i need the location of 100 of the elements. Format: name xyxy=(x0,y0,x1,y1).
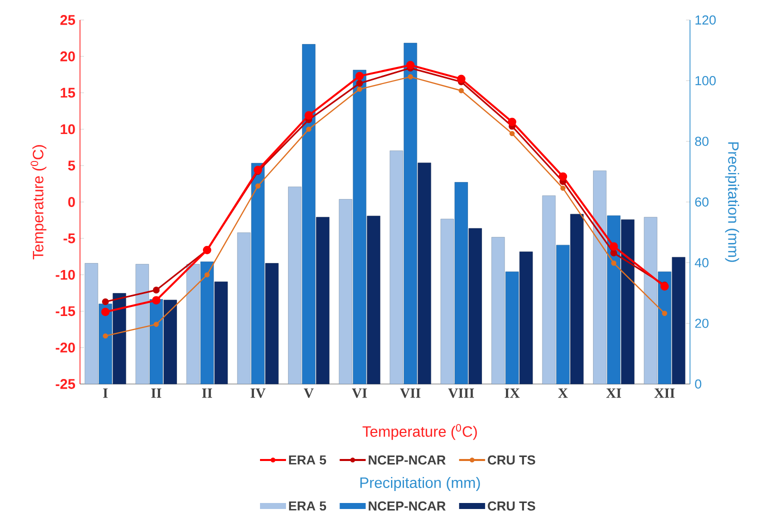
text: Precipitation (mm) xyxy=(360,477,480,491)
x-tick-label: II xyxy=(202,388,212,398)
point xyxy=(610,250,618,256)
point xyxy=(102,333,108,339)
bar xyxy=(644,217,658,384)
point xyxy=(662,310,668,316)
y-tick-label: -25 xyxy=(56,379,76,389)
bar xyxy=(418,162,432,384)
bar xyxy=(200,262,214,384)
bar xyxy=(404,42,418,384)
bar xyxy=(112,293,126,384)
bar xyxy=(150,299,163,384)
y-tick-label: 10 xyxy=(60,124,75,134)
x-tick-label: XII xyxy=(654,388,675,398)
x-tick-label: XI xyxy=(606,388,622,398)
point xyxy=(558,172,568,181)
legend-label: CRU TS xyxy=(488,501,536,511)
y-tick-label: 0 xyxy=(68,197,75,207)
point xyxy=(458,88,464,94)
y2-tick-label: 60 xyxy=(695,197,708,207)
x-tick-label: V xyxy=(304,388,314,398)
bar xyxy=(390,150,404,384)
bar xyxy=(338,199,352,384)
bar xyxy=(136,264,149,384)
point xyxy=(304,111,313,120)
x-tick-label: IX xyxy=(504,388,520,398)
y2-tick-label: 0 xyxy=(695,379,702,389)
point xyxy=(204,272,210,278)
bar xyxy=(468,228,482,384)
y2-axis-title: Precipitation (mm) xyxy=(725,142,740,262)
y2-tick-label: 40 xyxy=(694,258,708,268)
bar xyxy=(214,282,228,384)
bar xyxy=(454,182,468,384)
point xyxy=(660,282,669,291)
point xyxy=(408,74,414,80)
y-tick-label: 5 xyxy=(68,160,76,170)
x-tick-label: X xyxy=(558,388,568,398)
point xyxy=(560,186,566,191)
point xyxy=(152,286,160,294)
y2-tick-label: 120 xyxy=(696,15,716,25)
y-tick-label: 20 xyxy=(60,51,75,62)
point xyxy=(406,60,415,70)
point xyxy=(610,242,618,251)
bar xyxy=(621,219,634,384)
y-tick-label: -20 xyxy=(56,342,75,353)
y-tick-label: -5 xyxy=(64,234,76,244)
bar xyxy=(570,214,584,384)
y-tick-label: 15 xyxy=(60,88,76,98)
point xyxy=(356,80,363,87)
point xyxy=(457,74,466,84)
bar xyxy=(251,163,265,384)
point xyxy=(254,166,262,174)
y-tick-label: -15 xyxy=(56,306,76,316)
legend-label: NCEP-NCAR xyxy=(368,455,446,465)
x-tick-label: VIII xyxy=(448,388,474,398)
point xyxy=(509,130,515,136)
bar xyxy=(593,170,606,384)
y2-tick-label: 80 xyxy=(695,136,708,146)
y2-tick-label: 100 xyxy=(696,76,716,86)
bar xyxy=(237,232,251,384)
point xyxy=(355,72,364,80)
legend-label: ERA 5 xyxy=(289,455,326,465)
point xyxy=(102,298,109,306)
bar xyxy=(302,44,316,384)
y-tick-label: -10 xyxy=(56,270,75,280)
bar xyxy=(607,215,620,384)
bar xyxy=(84,263,98,384)
x-tick-label: IV xyxy=(250,388,266,398)
point xyxy=(611,260,616,266)
point xyxy=(255,183,261,189)
bar xyxy=(352,70,366,384)
point xyxy=(356,86,362,92)
bar xyxy=(366,216,380,384)
y-tick-label: 25 xyxy=(60,15,76,25)
point xyxy=(154,322,159,327)
bar xyxy=(519,252,533,384)
x-tick-label: II xyxy=(151,388,162,398)
bar xyxy=(288,186,302,384)
bar xyxy=(672,257,686,384)
bar xyxy=(542,195,556,384)
y2-tick-label: 20 xyxy=(695,318,708,328)
point xyxy=(306,126,312,132)
bar xyxy=(265,263,279,384)
legend-label: CRU TS xyxy=(488,455,536,465)
x-tick-label: I xyxy=(103,388,108,398)
bar xyxy=(98,304,112,384)
bar xyxy=(491,237,505,384)
point xyxy=(152,296,160,304)
x-tick-label: VII xyxy=(400,388,420,398)
x-tick-label: VI xyxy=(352,388,367,398)
bar xyxy=(440,218,454,384)
bar xyxy=(186,264,200,384)
point xyxy=(101,308,110,316)
y-axis-title: Temperature ($^{0}$C) xyxy=(30,145,46,260)
bar xyxy=(658,272,672,384)
bar xyxy=(164,300,177,384)
text: Temperature ($^{0}$C) xyxy=(362,424,477,440)
bar xyxy=(316,217,330,384)
bar xyxy=(556,244,570,384)
legend-label: ERA 5 xyxy=(289,501,326,511)
